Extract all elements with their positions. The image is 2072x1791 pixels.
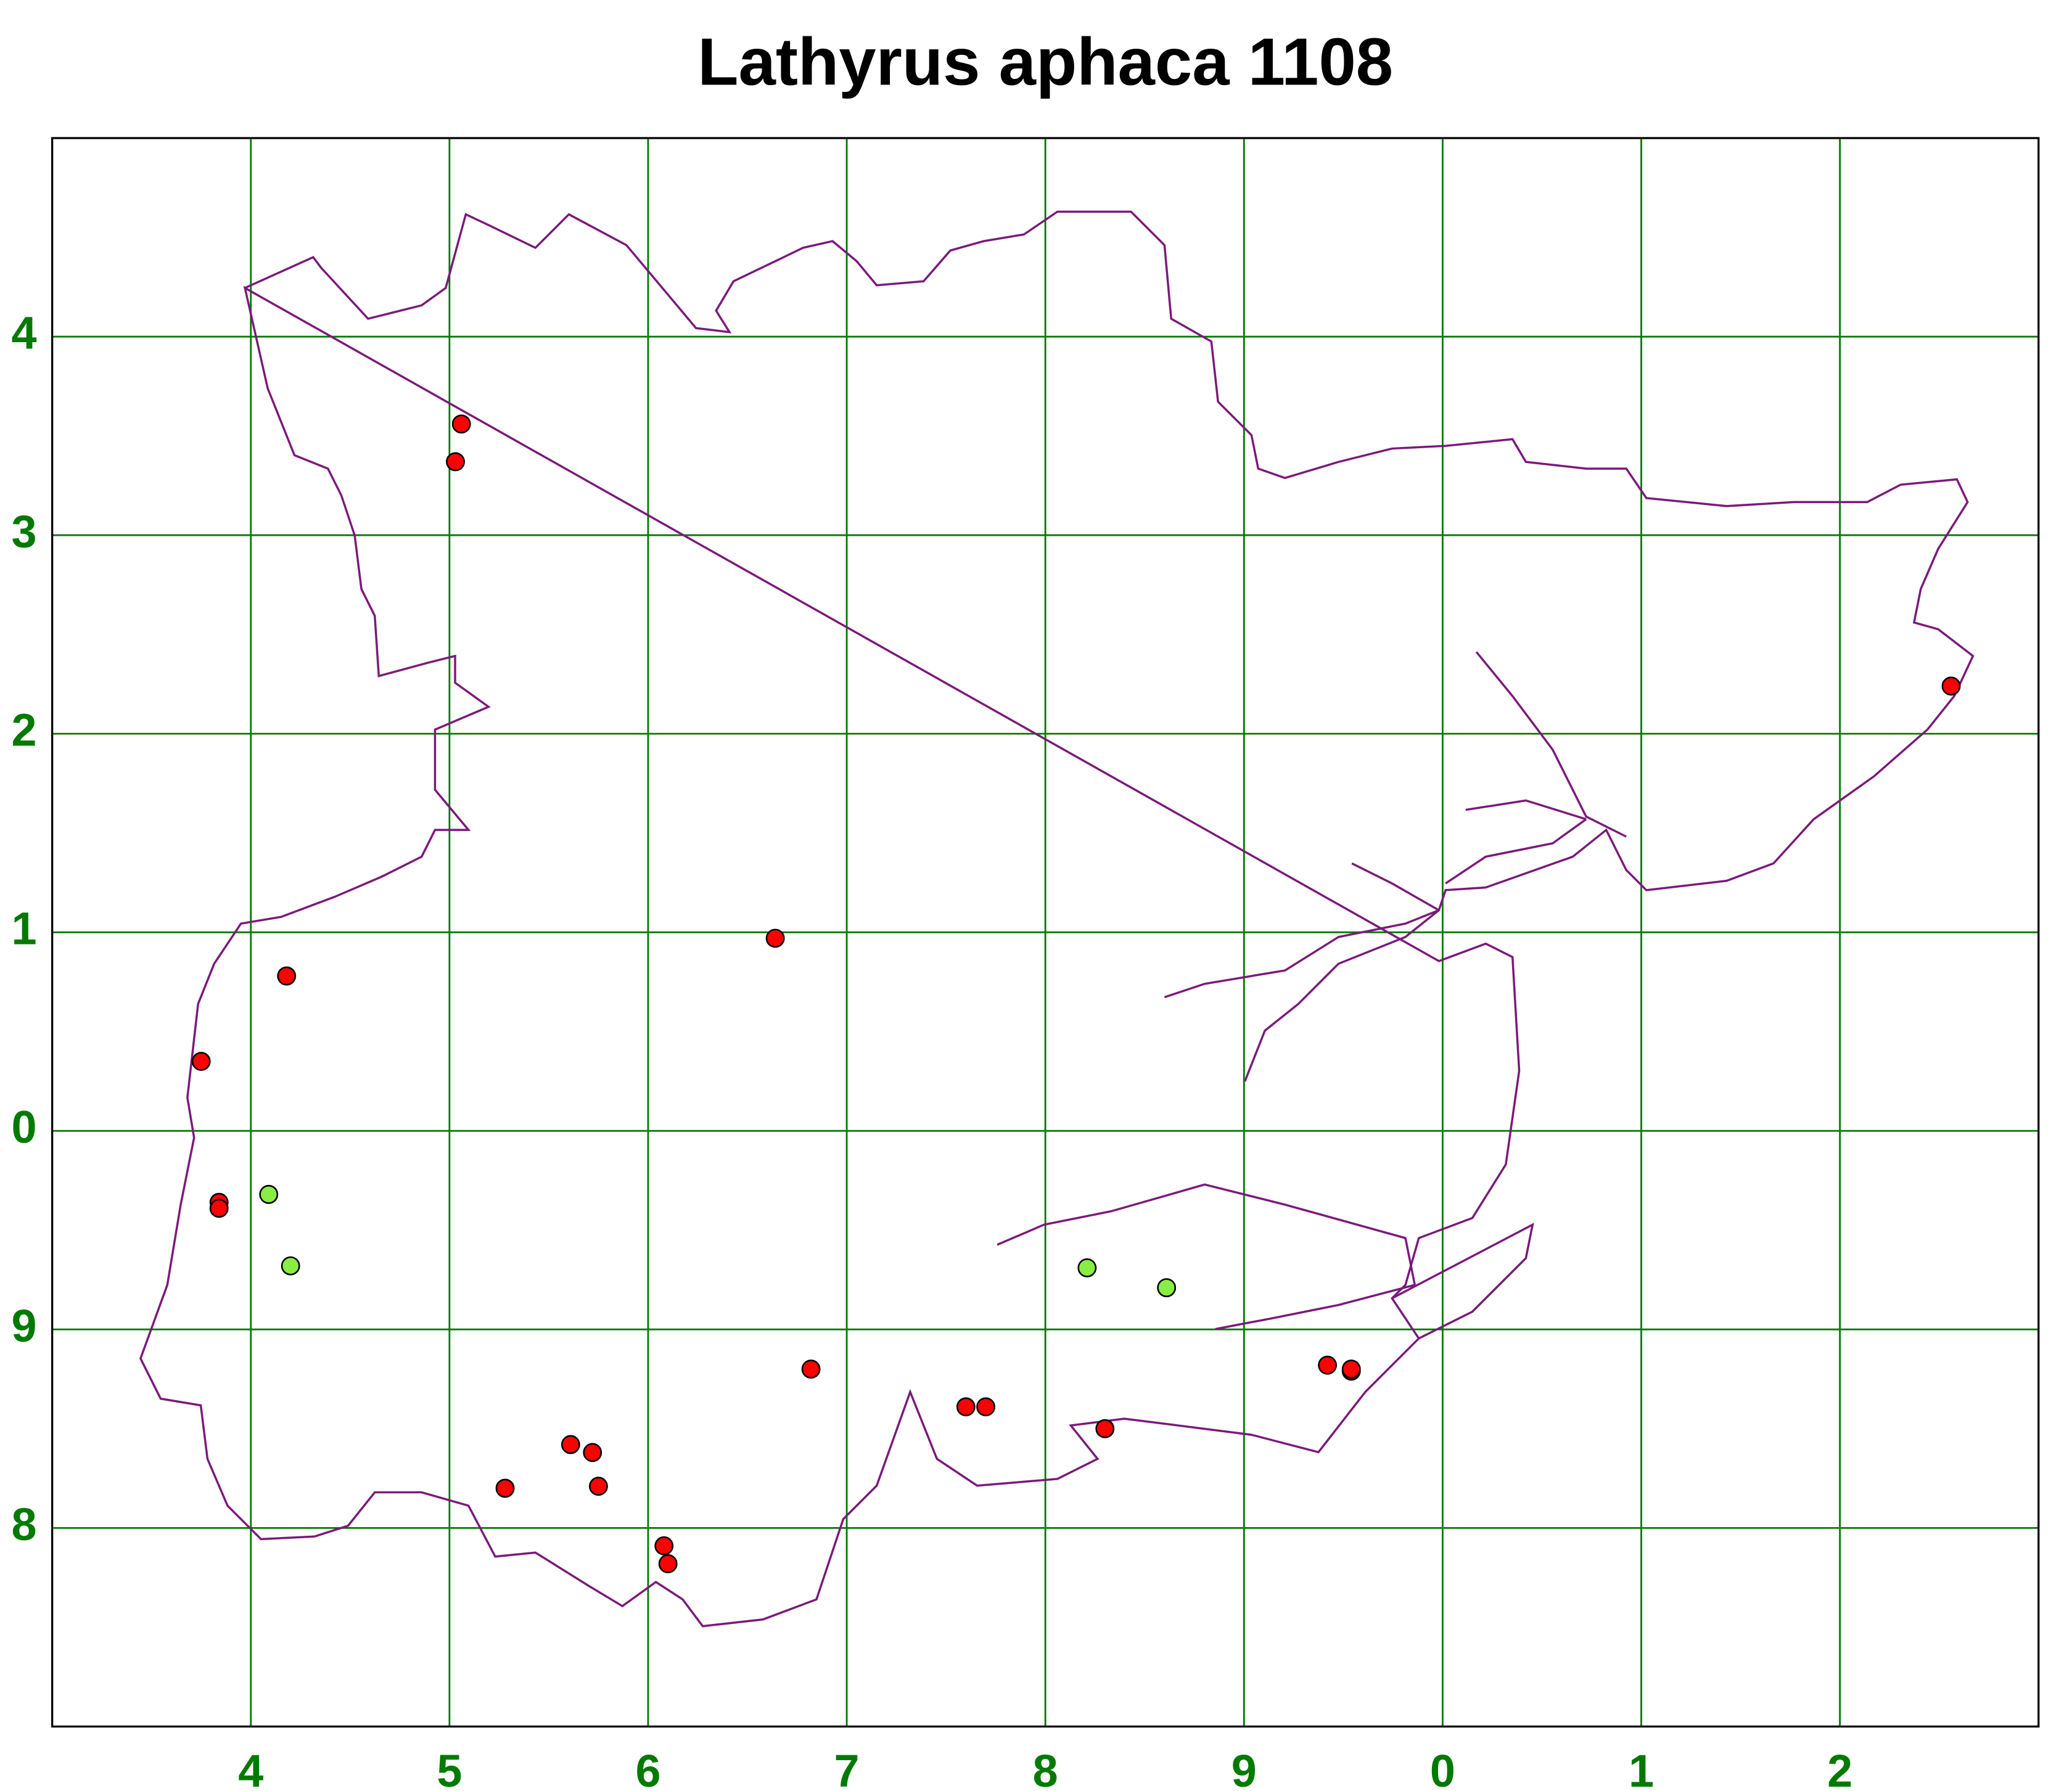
grid	[52, 137, 2039, 1727]
x-tick-label: 2	[1827, 1745, 1852, 1791]
record-dot	[956, 1397, 976, 1417]
south-shore	[139, 285, 1521, 1628]
x-tick-label: 5	[437, 1745, 462, 1791]
record-dot	[281, 1256, 300, 1276]
record-dot	[451, 414, 471, 434]
y-tick-label: 0	[12, 1102, 37, 1153]
record-dot	[1341, 1359, 1361, 1379]
frame	[51, 137, 2040, 1728]
record-dot	[589, 1477, 608, 1496]
record-dot	[583, 1443, 602, 1462]
record-dot	[658, 1554, 678, 1573]
record-dot	[765, 928, 785, 948]
x-tick-label: 0	[1430, 1745, 1455, 1791]
y-tick-label: 9	[12, 1300, 37, 1351]
record-dot	[1941, 676, 1961, 696]
record-dot	[1157, 1278, 1177, 1298]
record-dot	[446, 452, 465, 472]
record-dot	[561, 1435, 580, 1454]
record-dot	[976, 1397, 995, 1417]
record-dot	[1077, 1258, 1097, 1277]
coastline	[139, 210, 1975, 1628]
map-title: Lathyrus aphaca 1108	[697, 25, 1393, 99]
record-dot	[801, 1359, 821, 1379]
record-dot	[259, 1184, 279, 1204]
y-tick-label: 4	[12, 308, 37, 359]
x-tick-label: 8	[1033, 1745, 1058, 1791]
sheppey-shore	[997, 1183, 1534, 1340]
record-dot	[1318, 1355, 1337, 1375]
record-dot	[277, 966, 297, 986]
x-tick-label: 9	[1231, 1745, 1257, 1791]
x-tick-label: 4	[238, 1745, 263, 1791]
county-outline	[244, 210, 1975, 1082]
records	[191, 414, 1961, 1573]
y-tick-label: 3	[12, 506, 37, 557]
y-tick-label: 2	[12, 705, 37, 756]
y-tick-label: 8	[12, 1499, 37, 1550]
thames-north-bank	[1164, 909, 1439, 999]
x-tick-label: 7	[834, 1745, 860, 1791]
x-tick-label: 1	[1629, 1745, 1654, 1791]
record-dot	[191, 1052, 211, 1071]
record-dot	[495, 1478, 515, 1498]
x-tick-label: 6	[635, 1745, 660, 1791]
record-dot	[654, 1536, 674, 1555]
record-dot	[209, 1199, 229, 1218]
estuary-creek	[1351, 651, 1627, 911]
record-dot	[1095, 1419, 1115, 1438]
y-tick-label: 1	[12, 903, 37, 954]
